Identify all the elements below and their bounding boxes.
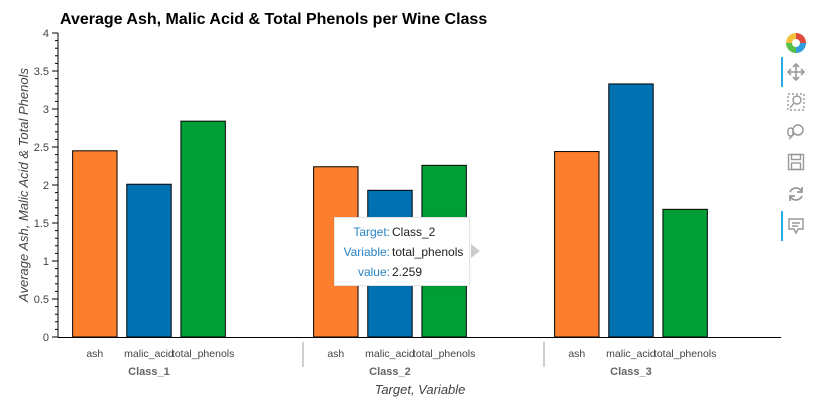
group-label: Class_3 [610, 366, 652, 378]
bokeh-logo-icon[interactable] [781, 30, 811, 56]
reset-icon[interactable] [781, 181, 811, 207]
group-label: Class_2 [369, 366, 411, 378]
bar-Class_3-ash [554, 151, 600, 338]
y-tick-label: 1 [43, 256, 49, 268]
tooltip-value: total_phenols [392, 245, 464, 259]
hover-active-indicator [781, 211, 783, 241]
bar-Class_1-total_phenols [180, 120, 226, 338]
x-tick-label: total_phenols [654, 348, 716, 360]
tooltip-row-target: Target: Class_2 [335, 224, 469, 244]
bar-Class_1-ash [72, 150, 118, 338]
x-axis-label: Target, Variable [375, 382, 466, 397]
bar-Class_1-malic_acid [126, 183, 172, 338]
tooltip-value: 2.259 [392, 265, 423, 279]
bar-Class_3-total_phenols [662, 208, 708, 338]
y-tick-label: 1.5 [34, 218, 49, 230]
tooltip-key: Variable: [343, 245, 390, 259]
hover-tooltip: Target: Class_2 Variable: total_phenols … [334, 217, 470, 286]
chart-title: Average Ash, Malic Acid & Total Phenols … [60, 11, 487, 28]
tooltip-row-value: value: 2.259 [335, 264, 469, 284]
y-tick-label: 2.5 [34, 142, 49, 154]
pan-icon[interactable] [781, 59, 811, 85]
wheel-zoom-icon[interactable] [781, 119, 811, 145]
hover-icon[interactable] [781, 213, 811, 239]
x-tick-label: total_phenols [172, 348, 234, 360]
x-tick-label: malic_acid [606, 348, 656, 360]
y-axis-label: Average Ash, Malic Acid & Total Phenols [16, 68, 31, 303]
bar-Class_3-malic_acid [608, 83, 654, 338]
y-tick-label: 3 [43, 104, 49, 116]
x-tick-label: total_phenols [413, 348, 475, 360]
x-tick-label: malic_acid [124, 348, 174, 360]
tooltip-value: Class_2 [392, 225, 436, 239]
x-tick-label: ash [86, 348, 103, 360]
x-tick-label: ash [568, 348, 585, 360]
tooltip-arrow-icon [471, 244, 480, 258]
y-tick-label: 2 [43, 180, 49, 192]
box-zoom-icon[interactable] [781, 89, 811, 115]
tooltip-key: value: [357, 265, 390, 279]
x-tick-label: malic_acid [365, 348, 415, 360]
x-tick-label: ash [327, 348, 344, 360]
group-label: Class_1 [128, 366, 170, 378]
y-tick-label: 0 [43, 332, 49, 344]
pan-active-indicator [781, 57, 783, 87]
y-tick-label: 3.5 [34, 66, 49, 78]
y-tick-label: 4 [43, 28, 49, 40]
y-tick-label: 0.5 [34, 294, 49, 306]
save-icon[interactable] [781, 149, 811, 175]
tooltip-row-variable: Variable: total_phenols [335, 244, 469, 264]
tooltip-key: Target: [353, 225, 390, 239]
